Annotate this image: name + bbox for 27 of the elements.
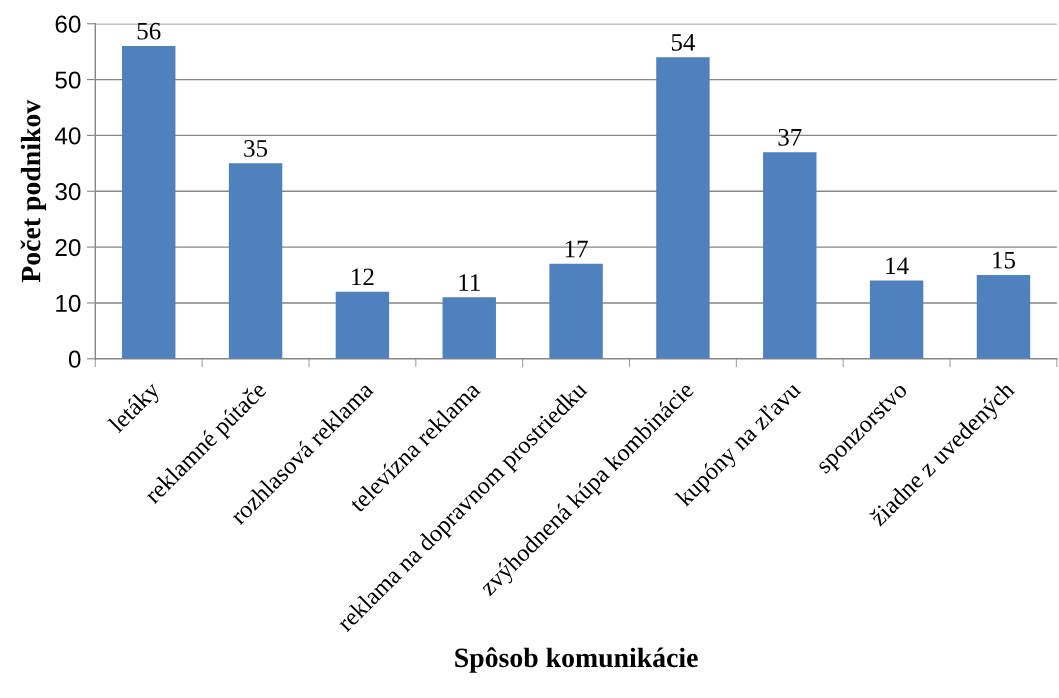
- y-tick-label: 20: [55, 238, 81, 257]
- y-tick-label: 40: [54, 127, 81, 145]
- data-label: 12: [352, 268, 374, 286]
- data-label: 35: [244, 140, 268, 157]
- y-tick-label: 60: [55, 15, 81, 33]
- data-label: 54: [671, 34, 696, 51]
- bar: [549, 263, 603, 359]
- y-tick-label: 0: [68, 350, 81, 368]
- bar: [335, 291, 390, 359]
- y-tick-label: 30: [55, 183, 81, 201]
- data-label: 11: [459, 274, 480, 291]
- data-label: 37: [778, 128, 802, 146]
- bar: [976, 275, 1031, 359]
- bar: [869, 280, 924, 359]
- y-axis-title: Počet podnikov: [20, 99, 47, 283]
- data-label: 15: [993, 251, 1015, 269]
- bar: [442, 297, 496, 359]
- data-label: 56: [137, 22, 161, 40]
- data-label: 17: [565, 240, 588, 258]
- bar: [656, 57, 710, 359]
- x-axis-title: Spôsob komunikácie: [455, 647, 698, 673]
- data-label: 14: [886, 257, 909, 274]
- y-tick-label: 50: [55, 71, 81, 89]
- bar: [122, 46, 176, 359]
- y-tick-label: 10: [56, 294, 81, 312]
- bar: [763, 152, 817, 359]
- bar: [228, 163, 283, 359]
